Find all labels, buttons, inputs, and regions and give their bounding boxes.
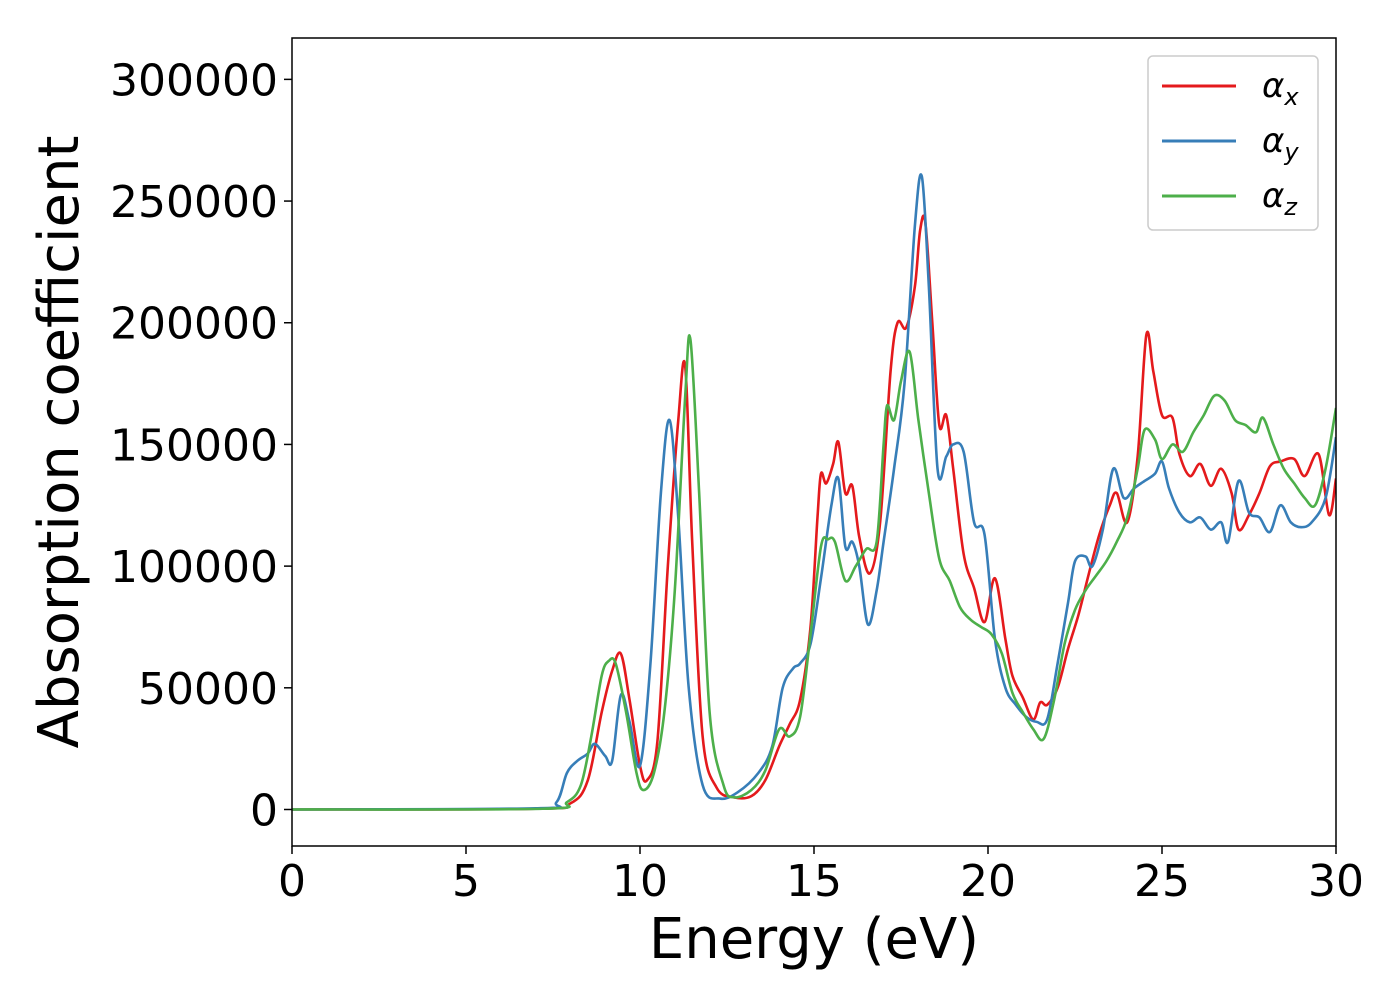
series-layer — [292, 173, 1336, 811]
series-line-y — [292, 173, 1336, 811]
y-tick-label: 0 — [250, 785, 278, 836]
y-tick-label: 50000 — [138, 664, 278, 715]
axis-ticks: 0 5 10 15 20 25 30 0 50000 100000 150000 200000 2500… — [110, 55, 1364, 907]
x-axis-title: Energy (eV) — [649, 907, 979, 972]
y-tick-label: 250000 — [110, 177, 278, 228]
x-tick-label: 25 — [1134, 856, 1190, 907]
x-tick-label: 0 — [278, 856, 306, 907]
x-tick-label: 30 — [1308, 856, 1364, 907]
x-tick-label: 20 — [960, 856, 1016, 907]
y-axis-title: Absorption coefficient — [27, 136, 92, 749]
x-tick-label: 15 — [786, 856, 842, 907]
legend-box — [1147, 55, 1319, 231]
series-line-z — [292, 334, 1336, 811]
x-tick-label: 10 — [612, 856, 668, 907]
y-tick-label: 100000 — [110, 542, 278, 593]
y-tick-label: 150000 — [110, 420, 278, 471]
y-tick-label: 300000 — [110, 55, 278, 106]
x-tick-label: 5 — [452, 856, 480, 907]
y-tick-label: 200000 — [110, 299, 278, 350]
